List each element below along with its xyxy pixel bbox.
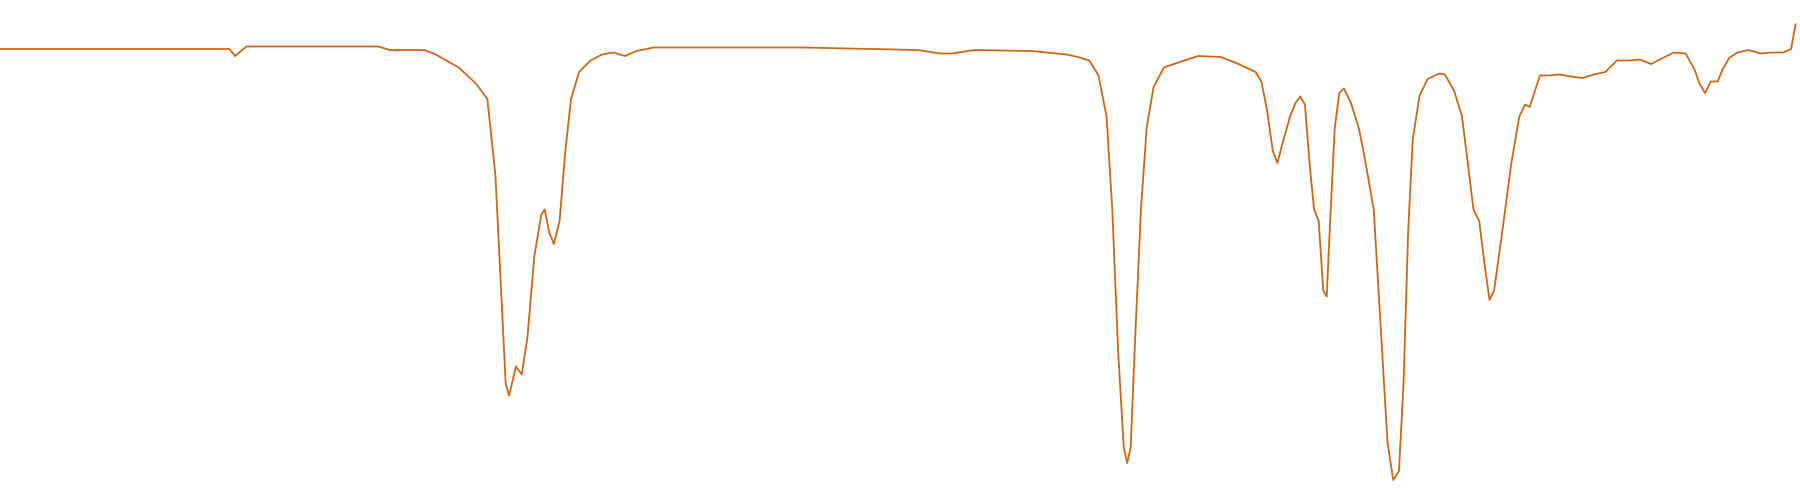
spectrum-line bbox=[0, 23, 1797, 481]
